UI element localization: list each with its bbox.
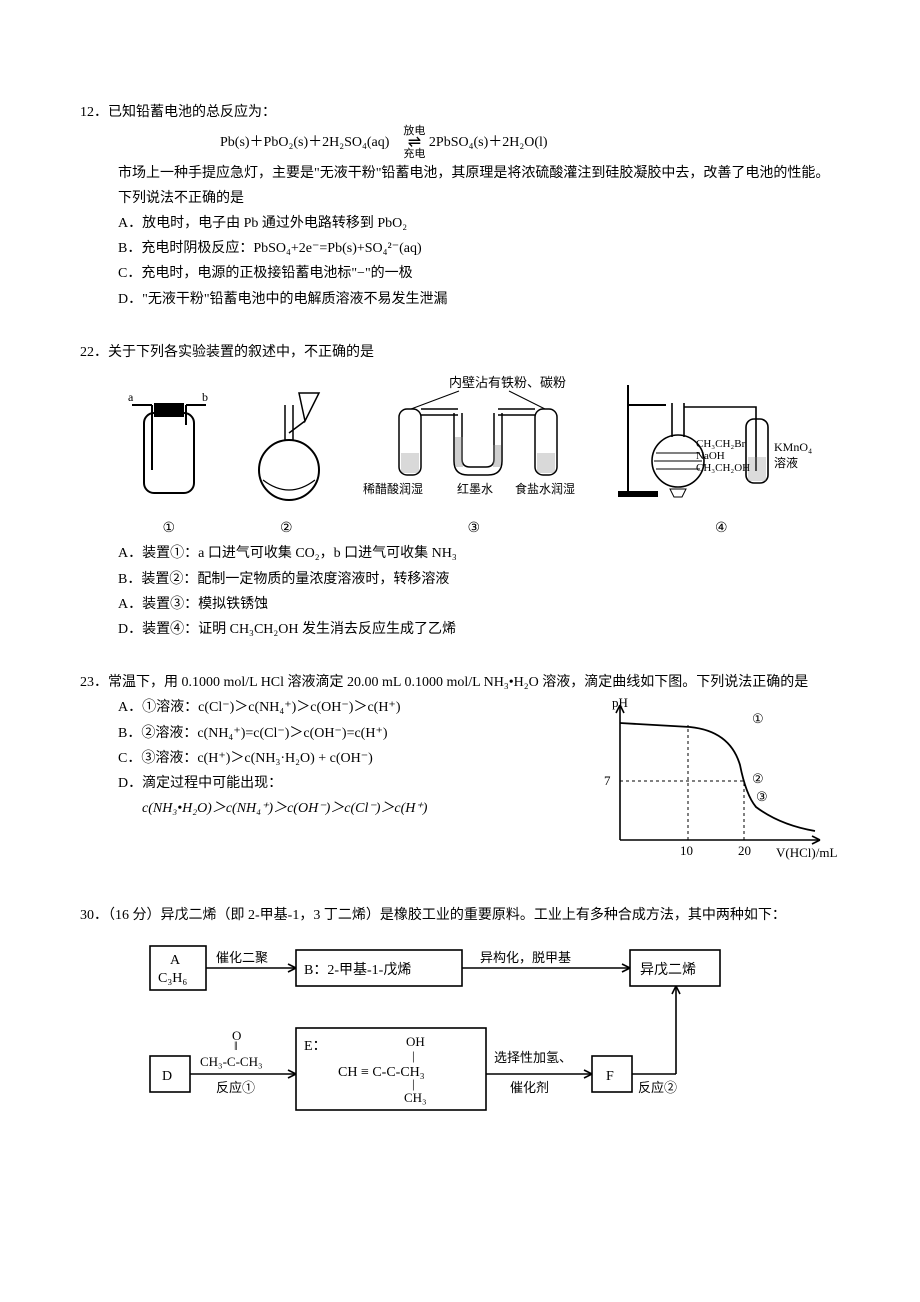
- label-a: a: [128, 390, 134, 404]
- q12-option-d: D．"无液干粉"铅蓄电池中的电解质溶液不易发生泄漏: [80, 287, 840, 312]
- boxF: F: [606, 1069, 614, 1084]
- arrD-top: CH₃-C-CH₃: [200, 1054, 263, 1069]
- rust-apparatus-icon: 内壁沾有铁粉、碳粉 稀醋酸润湿 红墨水: [359, 375, 589, 505]
- gas-bottle-icon: a b: [124, 385, 214, 505]
- d3-l2: 红墨水: [457, 481, 493, 496]
- arrB: 异构化，脱甲基: [480, 950, 571, 965]
- q12-number: 12．: [80, 105, 108, 120]
- eq-arrow: 放电 ⇌ 充电: [403, 125, 425, 160]
- arrA: 催化二聚: [216, 950, 268, 965]
- eq-left: Pb(s)＋PbO₂(s)＋2H₂SO₄(aq): [220, 135, 389, 150]
- q30-flowchart: A C₃H₆ 催化二聚 B：2-甲基-1-戊烯 异构化，脱甲基 异戊二烯 D O…: [80, 936, 840, 1135]
- label-1: ①: [124, 516, 214, 541]
- pt1: ①: [752, 711, 764, 726]
- eq-right: 2PbSO₄(s)＋2H₂O(l): [429, 135, 548, 150]
- d3-l1: 稀醋酸润湿: [363, 481, 423, 496]
- boxA-l2: C₃H₆: [158, 971, 187, 986]
- x10: 10: [680, 843, 693, 858]
- q12-equation: Pb(s)＋PbO₂(s)＋2H₂SO₄(aq) 放电 ⇌ 充电 2PbSO₄(…: [80, 125, 840, 160]
- flask-transfer-icon: [241, 385, 331, 505]
- q30-number: 30．: [80, 908, 108, 923]
- arrow-bot: 充电: [403, 148, 425, 160]
- diagram-4: CH₃CH₂Br NaOH CH₃CH₂OH KMnO₄ 溶液: [616, 375, 826, 512]
- x20: 20: [738, 843, 751, 858]
- q12-stem1: 已知铅蓄电池的总反应为：: [108, 105, 276, 120]
- elimination-apparatus-icon: CH₃CH₂Br NaOH CH₃CH₂OH KMnO₄ 溶液: [616, 375, 826, 505]
- arrE-top: 选择性加氢、: [494, 1050, 572, 1065]
- boxE-label: E：: [304, 1039, 327, 1054]
- boxE-bar2: |: [412, 1076, 415, 1091]
- label-4: ④: [616, 516, 826, 541]
- q22-diagram-labels: ① ② ③ ④: [110, 516, 840, 541]
- arrF: 反应②: [638, 1080, 677, 1095]
- synthesis-flow-icon: A C₃H₆ 催化二聚 B：2-甲基-1-戊烯 异构化，脱甲基 异戊二烯 D O…: [120, 936, 800, 1126]
- question-12: 12．已知铅蓄电池的总反应为： Pb(s)＋PbO₂(s)＋2H₂SO₄(aq)…: [80, 100, 840, 312]
- question-30: 30．（16 分）异戊二烯（即 2-甲基-1，3 丁二烯）是橡胶工业的重要原料。…: [80, 903, 840, 1135]
- d3-l3: 食盐水润湿: [515, 481, 575, 496]
- boxIso: 异戊二烯: [640, 962, 696, 978]
- boxE-oh: OH: [406, 1034, 425, 1049]
- q22-stem: 关于下列各实验装置的叙述中，不正确的是: [108, 345, 374, 360]
- d3-top-label: 内壁沾有铁粉、碳粉: [449, 375, 566, 390]
- q12-line1: 12．已知铅蓄电池的总反应为：: [80, 100, 840, 125]
- d4-l3: CH₃CH₂OH: [696, 462, 750, 474]
- q22-option-c: A．装置③：模拟铁锈蚀: [80, 592, 840, 617]
- d4-r1: KMnO₄: [774, 440, 812, 454]
- boxE-bar1: |: [412, 1048, 415, 1063]
- q23-stem: 常温下，用 0.1000 mol/L HCl 溶液滴定 20.00 mL 0.1…: [108, 675, 808, 690]
- q22-diagrams: a b 内壁沾有铁粉、碳粉: [110, 375, 840, 512]
- arrE-bot: 催化剂: [510, 1080, 549, 1095]
- xlabel: V(HCl)/mL: [776, 845, 837, 860]
- boxA-l1: A: [170, 953, 181, 968]
- q30-stem: （16 分）异戊二烯（即 2-甲基-1，3 丁二烯）是橡胶工业的重要原料。工业上…: [108, 908, 786, 923]
- boxD: D: [162, 1069, 172, 1084]
- q22-number: 22．: [80, 345, 108, 360]
- q22-option-b: B．装置②：配制一定物质的量浓度溶液时，转移溶液: [80, 567, 840, 592]
- q12-option-b: B．充电时阴极反应：PbSO₄+2e⁻=Pb(s)+SO₄²⁻(aq): [80, 236, 840, 261]
- arrow-symbol: ⇌: [403, 137, 425, 148]
- label-2: ②: [241, 516, 331, 541]
- diagram-3: 内壁沾有铁粉、碳粉 稀醋酸润湿 红墨水: [359, 375, 589, 512]
- q23-number: 23．: [80, 675, 108, 690]
- q12-option-c: C．充电时，电源的正极接铅蓄电池标"−"的一极: [80, 261, 840, 286]
- pt3: ③: [756, 789, 768, 804]
- dbl-bond: ‖: [234, 1038, 238, 1053]
- question-22: 22．关于下列各实验装置的叙述中，不正确的是 a b: [80, 340, 840, 643]
- ylabel: pH: [612, 695, 628, 710]
- q22-header: 22．关于下列各实验装置的叙述中，不正确的是: [80, 340, 840, 365]
- titration-curve-icon: pH V(HCl)/mL 7 10 20 ① ② ③: [580, 695, 840, 865]
- q30-header: 30．（16 分）异戊二烯（即 2-甲基-1，3 丁二烯）是橡胶工业的重要原料。…: [80, 903, 840, 928]
- question-23: 23．常温下，用 0.1000 mol/L HCl 溶液滴定 20.00 mL …: [80, 670, 840, 874]
- y7: 7: [604, 773, 611, 788]
- diagram-2: [241, 385, 331, 512]
- q12-option-a: A．放电时，电子由 Pb 通过外电路转移到 PbO₂: [80, 211, 840, 236]
- boxB: B：2-甲基-1-戊烯: [304, 961, 411, 978]
- q12-stem2: 市场上一种手提应急灯，主要是"无液干粉"铅蓄电池，其原理是将浓硫酸灌注到硅胶凝胶…: [80, 161, 840, 211]
- q23-header: 23．常温下，用 0.1000 mol/L HCl 溶液滴定 20.00 mL …: [80, 670, 840, 695]
- arrD-bot: 反应①: [216, 1080, 255, 1095]
- q23-graph: pH V(HCl)/mL 7 10 20 ① ② ③: [580, 695, 840, 874]
- diagram-1: a b: [124, 385, 214, 512]
- q22-option-a: A．装置①：a 口进气可收集 CO₂，b 口进气可收集 NH₃: [80, 541, 840, 566]
- label-b: b: [202, 390, 208, 404]
- boxE-ch3: CH₃: [404, 1090, 427, 1105]
- label-3: ③: [359, 516, 589, 541]
- pt2: ②: [752, 771, 764, 786]
- q22-option-d: D．装置④：证明 CH₃CH₂OH 发生消去反应生成了乙烯: [80, 617, 840, 642]
- d4-r2: 溶液: [774, 455, 798, 470]
- d4-l2: NaOH: [696, 450, 725, 462]
- d4-l1: CH₃CH₂Br: [696, 438, 746, 450]
